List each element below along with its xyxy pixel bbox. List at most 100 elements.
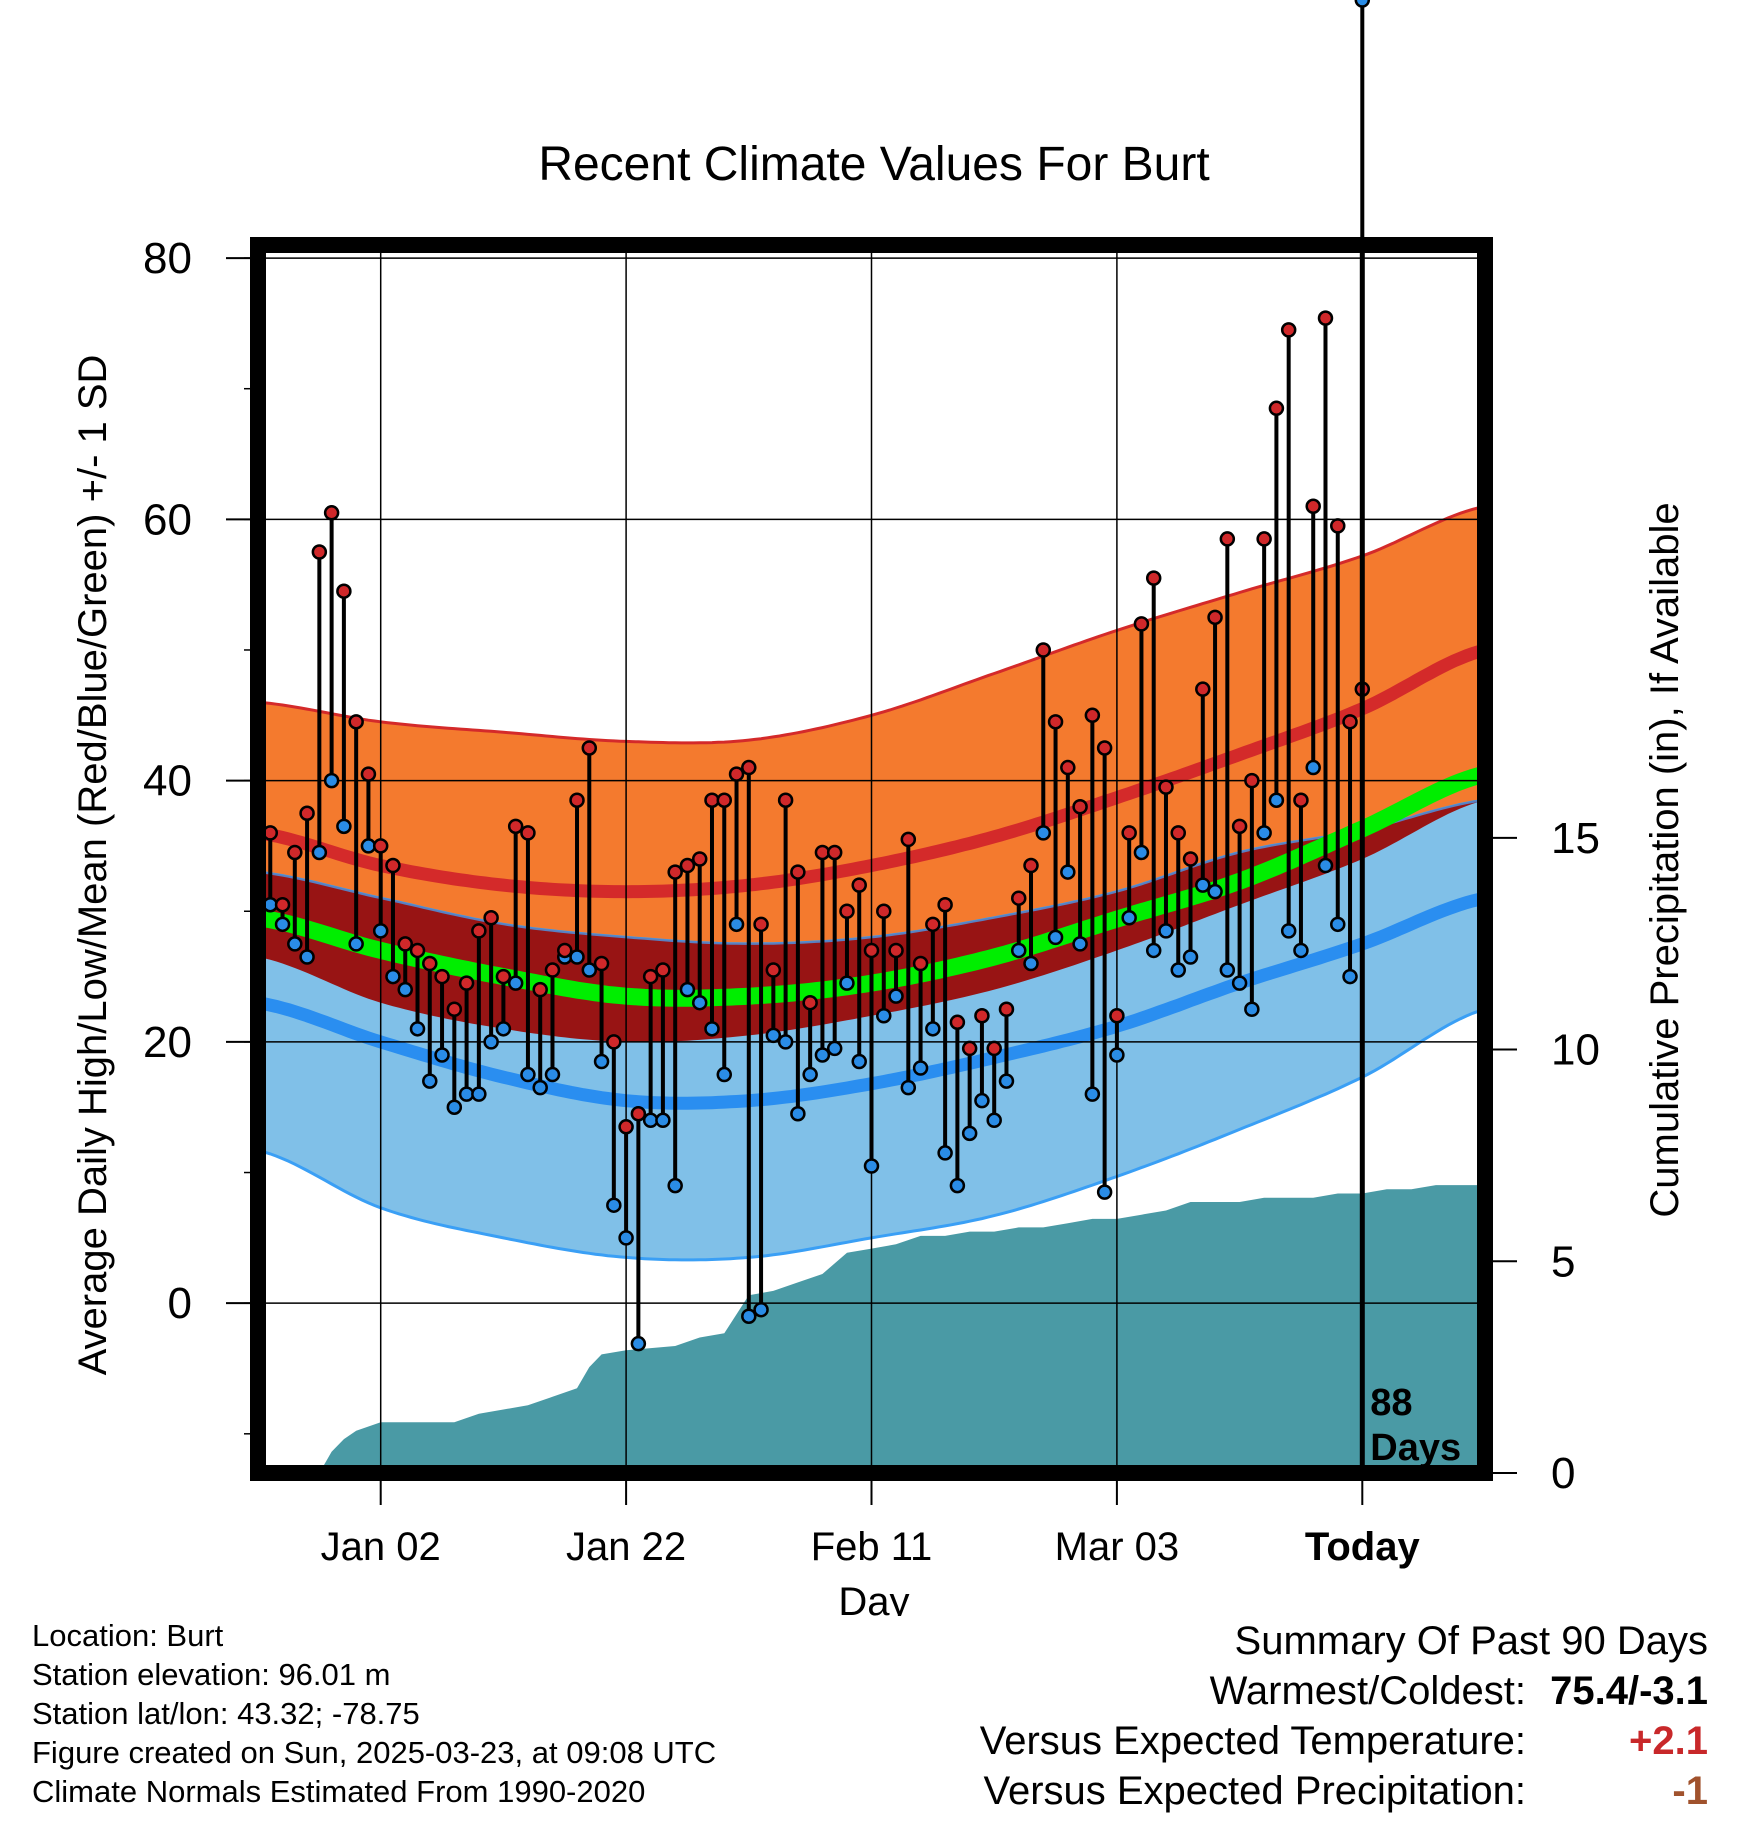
high-marker bbox=[385, 857, 401, 874]
summary-temp-row: Versus Expected Temperature: +2.1 bbox=[808, 1716, 1708, 1766]
high-marker bbox=[1121, 825, 1137, 841]
low-marker bbox=[323, 772, 340, 789]
high-marker bbox=[888, 942, 904, 959]
high-marker bbox=[1047, 714, 1064, 730]
plot-frame bbox=[250, 237, 1493, 1481]
low-marker bbox=[679, 981, 696, 998]
high-marker bbox=[1305, 498, 1321, 515]
temp-label: Versus Expected Temperature: bbox=[979, 1719, 1526, 1763]
low-marker bbox=[949, 1177, 966, 1194]
high-marker bbox=[912, 955, 929, 972]
low-marker bbox=[1084, 1086, 1101, 1102]
temp-value: +2.1 bbox=[1629, 1719, 1708, 1763]
high-marker bbox=[471, 923, 487, 939]
low-marker bbox=[716, 1066, 733, 1083]
x-tick-label: Jan 02 bbox=[321, 1525, 441, 1569]
low-marker bbox=[1158, 923, 1174, 939]
low-marker bbox=[814, 1047, 831, 1063]
low-marker bbox=[471, 1086, 487, 1102]
high-marker bbox=[998, 1001, 1015, 1017]
high-marker bbox=[446, 1001, 463, 1017]
low-marker bbox=[1145, 942, 1162, 959]
summary-title: Summary Of Past 90 Days bbox=[1234, 1619, 1708, 1663]
low-marker bbox=[495, 1021, 512, 1037]
high-marker bbox=[961, 1040, 978, 1057]
low-marker bbox=[372, 923, 389, 939]
high-marker bbox=[372, 838, 389, 854]
high-marker bbox=[520, 825, 536, 841]
y-tick-label: 60 bbox=[143, 495, 192, 544]
high-marker bbox=[777, 792, 794, 808]
low-marker bbox=[1182, 949, 1199, 965]
low-marker bbox=[912, 1060, 929, 1076]
low-marker bbox=[1219, 962, 1236, 978]
high-marker bbox=[1182, 851, 1199, 867]
low-marker bbox=[544, 1066, 561, 1083]
y-tick-label: 20 bbox=[143, 1018, 192, 1067]
high-marker bbox=[642, 968, 659, 985]
low-marker bbox=[1023, 955, 1039, 972]
low-marker bbox=[520, 1066, 536, 1083]
high-marker bbox=[900, 831, 917, 848]
high-marker bbox=[716, 792, 733, 808]
high-marker bbox=[1231, 818, 1248, 835]
y2-tick-label: 0 bbox=[1551, 1449, 1575, 1498]
low-marker bbox=[1354, 0, 1371, 8]
y2-tick-label: 5 bbox=[1551, 1237, 1575, 1286]
high-marker bbox=[1317, 310, 1334, 326]
low-marker bbox=[1305, 759, 1321, 776]
today-days-word: Days bbox=[1370, 1427, 1461, 1469]
precip-label: Versus Expected Precipitation: bbox=[983, 1769, 1526, 1813]
high-marker bbox=[581, 740, 598, 756]
high-marker bbox=[1072, 798, 1088, 815]
high-marker bbox=[1109, 1008, 1125, 1024]
x-axis-label: Day bbox=[838, 1580, 909, 1616]
low-marker bbox=[1293, 942, 1309, 959]
high-marker bbox=[397, 936, 413, 952]
high-marker bbox=[1145, 570, 1162, 586]
high-marker bbox=[422, 955, 438, 972]
low-marker bbox=[348, 936, 364, 952]
high-marker bbox=[311, 544, 328, 560]
low-marker bbox=[1072, 936, 1088, 952]
x-tick-label: Today bbox=[1305, 1525, 1421, 1569]
high-marker bbox=[495, 968, 512, 985]
high-marker bbox=[336, 583, 352, 599]
low-marker bbox=[287, 936, 303, 952]
high-marker bbox=[630, 1105, 647, 1122]
low-marker bbox=[998, 1073, 1015, 1089]
low-marker bbox=[704, 1021, 720, 1037]
low-marker bbox=[728, 916, 745, 933]
high-marker bbox=[974, 1008, 990, 1024]
low-marker bbox=[1317, 857, 1334, 874]
high-marker bbox=[1084, 707, 1101, 724]
high-marker bbox=[802, 994, 818, 1011]
low-marker bbox=[790, 1105, 806, 1122]
low-marker bbox=[1342, 968, 1358, 985]
high-marker bbox=[1268, 400, 1285, 417]
low-marker bbox=[1121, 910, 1137, 926]
low-marker bbox=[961, 1125, 978, 1142]
low-marker bbox=[1060, 864, 1076, 880]
low-marker bbox=[397, 981, 413, 998]
high-marker bbox=[409, 942, 426, 959]
low-marker bbox=[900, 1079, 917, 1096]
high-marker bbox=[532, 981, 548, 998]
low-marker bbox=[937, 1145, 953, 1161]
high-marker bbox=[1035, 642, 1052, 658]
high-marker bbox=[1133, 616, 1150, 632]
low-marker bbox=[863, 1158, 880, 1174]
high-marker bbox=[458, 975, 475, 991]
low-marker bbox=[446, 1099, 463, 1115]
observations bbox=[250, 0, 1371, 1352]
low-marker bbox=[569, 949, 585, 965]
low-marker bbox=[618, 1230, 634, 1246]
y-tick-label: 0 bbox=[168, 1279, 192, 1328]
low-marker bbox=[1170, 962, 1186, 978]
high-marker bbox=[323, 505, 340, 521]
low-marker bbox=[1231, 975, 1248, 991]
low-marker bbox=[1330, 916, 1346, 933]
high-marker bbox=[1256, 531, 1272, 547]
high-marker bbox=[507, 818, 524, 835]
